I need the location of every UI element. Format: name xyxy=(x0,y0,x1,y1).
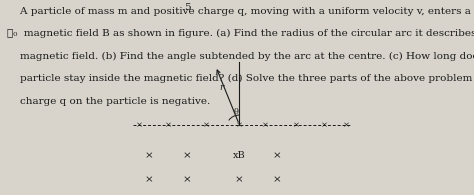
Text: θ: θ xyxy=(233,108,238,116)
Text: ℓ₀  magnetic field B as shown in figure. (a) Find the radius of the circular arc: ℓ₀ magnetic field B as shown in figure. … xyxy=(7,29,474,38)
Text: xB: xB xyxy=(233,152,246,160)
Text: 5: 5 xyxy=(184,3,191,12)
Text: ×: × xyxy=(235,175,244,184)
Text: ×: × xyxy=(273,175,282,184)
Text: ×: × xyxy=(343,121,349,129)
Text: ×: × xyxy=(145,175,154,184)
Text: ×: × xyxy=(203,121,210,129)
Text: A particle of mass m and positive charge q, moving with a uniform velocity v, en: A particle of mass m and positive charge… xyxy=(7,7,471,16)
Text: particle stay inside the magnetic field? (d) Solve the three parts of the above : particle stay inside the magnetic field?… xyxy=(7,74,474,83)
Text: ×: × xyxy=(293,121,300,129)
Text: r: r xyxy=(220,83,224,92)
Text: magnetic field. (b) Find the angle subtended by the arc at the centre. (c) How l: magnetic field. (b) Find the angle subte… xyxy=(7,52,474,61)
Text: ×: × xyxy=(183,175,191,184)
Text: ×: × xyxy=(137,121,143,129)
Text: ×: × xyxy=(145,152,154,160)
Text: ×: × xyxy=(236,121,243,129)
Text: charge q on the particle is negative.: charge q on the particle is negative. xyxy=(7,97,210,105)
Text: ×: × xyxy=(273,152,282,160)
Text: ×: × xyxy=(321,121,328,129)
Text: ×: × xyxy=(183,152,191,160)
Text: ×: × xyxy=(165,121,172,129)
Text: ×: × xyxy=(262,121,269,129)
